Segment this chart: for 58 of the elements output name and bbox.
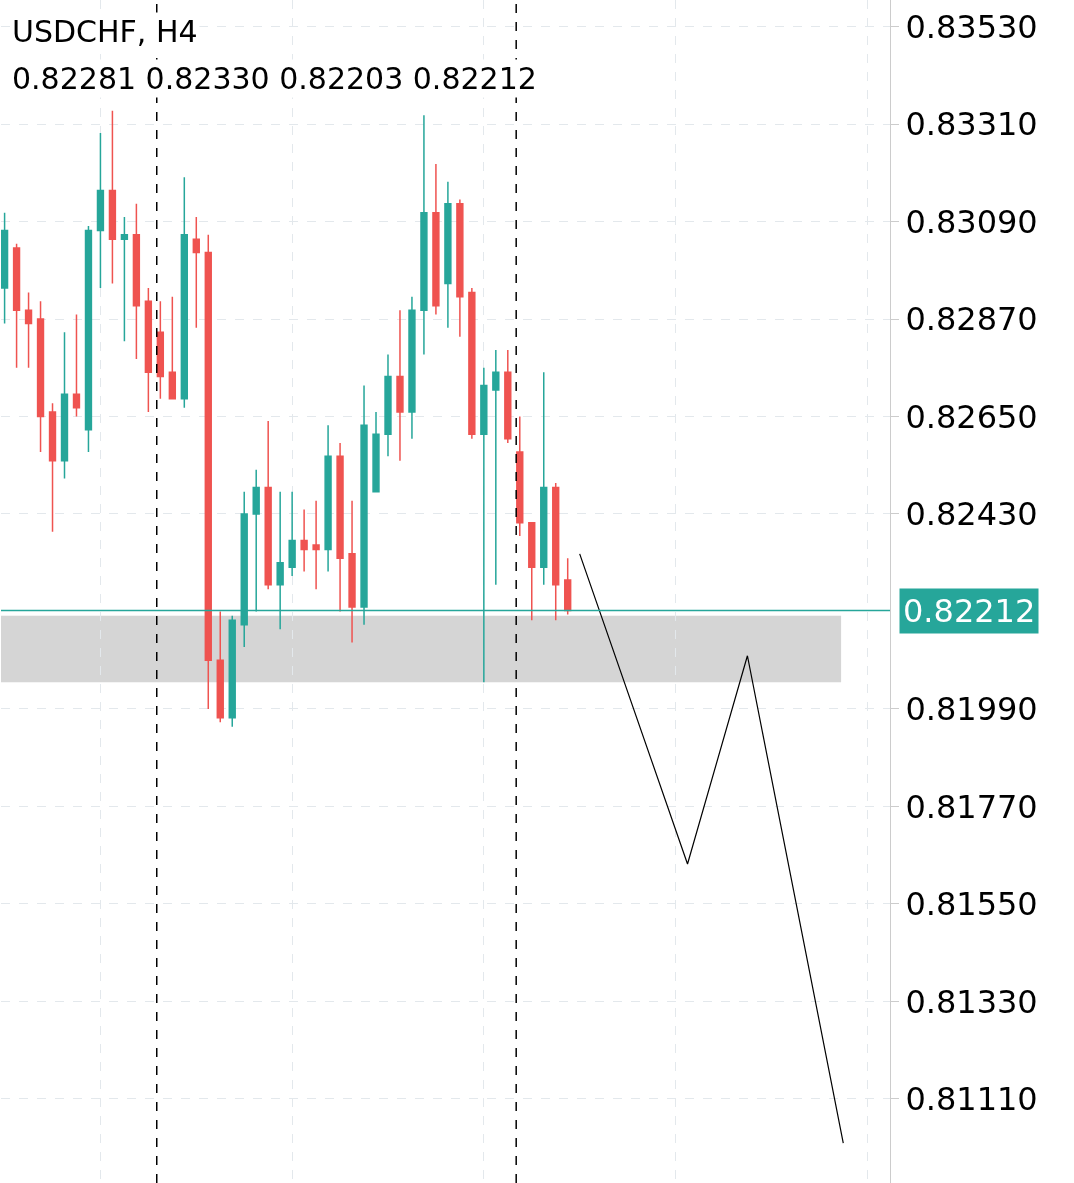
text: 0.82281 0.82330 0.82203 0.82212 [12,61,537,96]
candlestick [348,499,356,644]
y-tick-label: 0.83090 [905,202,1038,241]
candlestick [408,296,416,440]
candlestick [204,234,212,710]
candlestick [384,353,392,458]
candlestick [372,411,380,493]
candlestick [216,610,224,723]
y-tick-label: 0.82430 [905,495,1038,534]
candlestick [180,176,188,409]
y-tick-label: 0.83310 [905,105,1038,144]
candlestick [456,198,464,338]
candlestick [528,522,536,622]
candlestick [516,415,524,537]
candlestick [120,216,129,342]
candlestick [96,132,105,289]
candlestick [420,114,428,356]
y-tick-label: 0.83530 [905,7,1038,46]
candlestick [48,402,57,533]
candlestick [108,110,117,285]
candlestick [168,296,177,400]
candlestick [192,216,200,329]
candlestick [132,203,141,360]
candlestick [36,300,45,453]
candlestick [1,211,9,325]
candlestick [24,291,33,369]
candlestick [336,442,344,613]
candlestick [324,424,332,573]
ref-line-label: 0.82212 [903,592,1036,630]
candlestick [468,287,476,440]
y-tick-label: 0.82650 [905,397,1038,436]
candlestick [312,499,320,591]
y-tick-label: 0.81550 [905,885,1038,924]
y-tick-label: 0.82870 [905,300,1038,339]
candlestick [84,225,93,453]
candlestick [300,508,308,573]
candlestick [228,615,236,728]
candlestick [540,371,548,586]
line-series [579,553,844,1144]
candlestick [156,300,165,400]
candlestick [492,349,500,586]
y-tick-label: 0.81110 [905,1080,1038,1119]
y-tick-label: 0.81330 [905,982,1038,1021]
candlestick [396,309,404,462]
candlestick [144,287,153,413]
candlestick [72,313,81,418]
y-tick-label: 0.81990 [905,690,1038,729]
candlestick [60,331,69,480]
candlestick [264,420,272,591]
candlestick [552,482,560,622]
candlestick [564,557,572,616]
candlestick [504,349,512,444]
candlestick [432,163,440,316]
candlestick [12,242,21,369]
candlestick [288,491,296,577]
y-tick-label: 0.81770 [905,787,1038,826]
candlestick [444,180,452,329]
text: USDCHF, H4 [12,14,198,49]
